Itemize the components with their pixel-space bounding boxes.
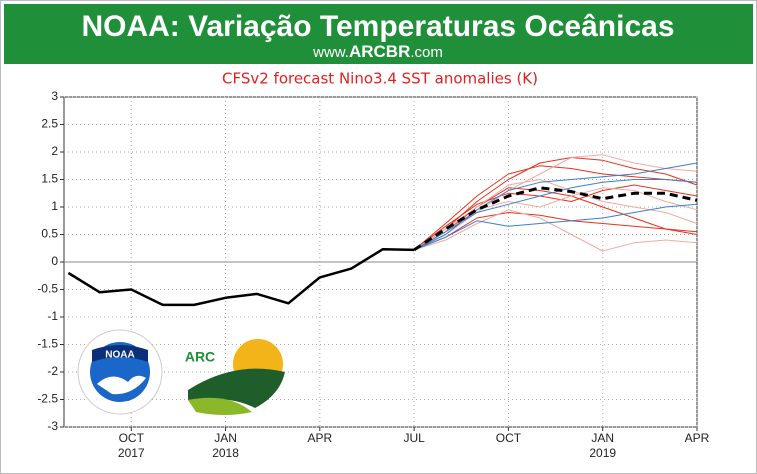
noaa-logo: NOAA [77,329,163,415]
series-line [67,248,415,307]
arc-logo: ARC [185,339,285,415]
y-tick-label: 1.5 [41,172,58,186]
plot-layer: 3 2.5 2 1.5 1 0.5 0 -0.5 -1 -1.5 -2 -2.5 -3 OCT JAN APR… [37,89,709,460]
site-suffix: .com [410,44,443,61]
header-site: www.ARCBR.com [312,42,443,61]
x-tick-label: JAN [214,431,237,445]
series-line [413,203,698,251]
arc-text: ARC [185,349,215,365]
x-tick-label: OCT [119,431,145,445]
y-tick-label: 3 [51,89,58,103]
arc-field-light [188,397,252,415]
x-tick-label: APR [307,431,332,445]
y-tick-label: 2.5 [41,117,58,131]
header-title: NOAA: Variação Temperaturas Oceânicas [81,10,674,43]
y-tick-label: -2 [47,364,58,378]
series-line [413,154,698,251]
x-year-label: 2017 [118,446,145,460]
y-tick-label: 1 [51,199,58,213]
y-tick-label: 0 [51,254,58,268]
x-tick-label: OCT [496,431,522,445]
x-year-label: 2019 [589,446,616,460]
site-brand: ARCBR [349,42,410,61]
site-prefix: www. [312,44,349,61]
series-line [413,209,698,252]
noaa-top [92,345,148,362]
series-line [413,165,698,251]
x-tick-label: JUL [403,431,425,445]
series-line [413,186,698,252]
noaa-bird [97,375,146,395]
header-banner [4,4,753,64]
y-tick-label: -2.5 [37,392,58,406]
x-tick-label: APR [685,431,710,445]
noaa-text: NOAA [105,350,134,361]
x-year-label: 2018 [212,446,239,460]
series-line [413,179,698,251]
y-tick-label: -3 [47,419,58,433]
y-tick-label: 2 [51,144,58,158]
series-line [413,184,698,251]
chart-title: CFSv2 forecast Nino3.4 SST anomalies (K) [222,70,538,88]
y-tick-label: -1 [47,309,58,323]
y-tick-label: -1.5 [37,337,58,351]
series-line [413,212,698,251]
y-tick-label: -0.5 [37,282,58,296]
x-tick-label: JAN [591,431,614,445]
y-tick-label: 0.5 [41,227,58,241]
